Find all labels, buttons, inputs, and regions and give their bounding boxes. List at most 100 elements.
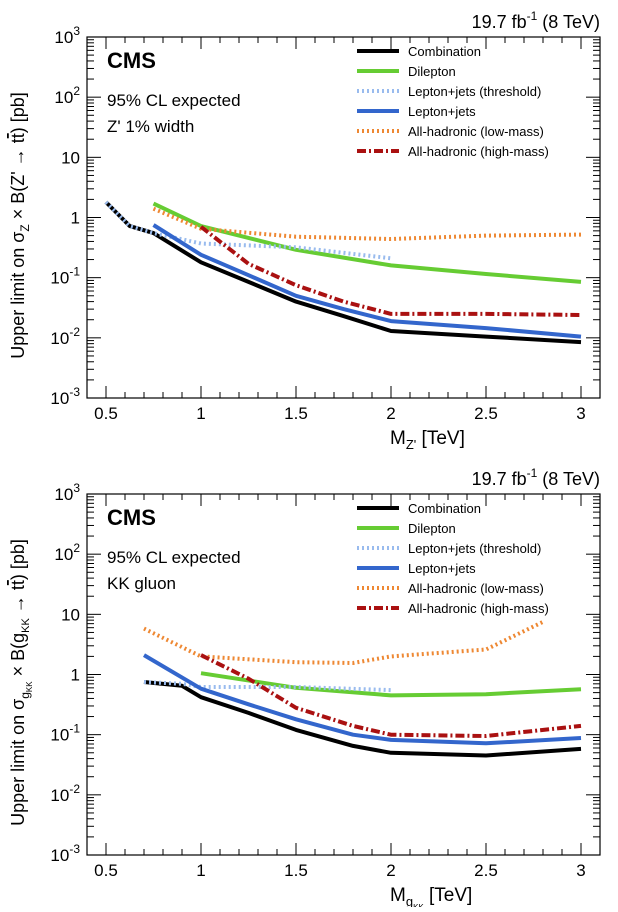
lumi-exponent: -1 [527, 9, 538, 23]
y-tick-exponent: 3 [73, 24, 80, 38]
x-axis-subsubscript: KK [413, 903, 424, 907]
series-line-all-hadronic-low-mass- [152, 206, 582, 241]
y-tick-base: 10 [50, 389, 69, 408]
y-tick-label: 10-2 [50, 782, 80, 805]
experiment-label: CMS [107, 505, 156, 530]
legend-label: Lepton+jets (threshold) [408, 84, 541, 99]
series-line-combination [143, 680, 582, 758]
upper-panel-zprime: 0.5 1 1.5 2 2.5 310-310-210-1110102103Combina… [8, 9, 601, 452]
legend-label: All-hadronic (low-mass) [408, 581, 544, 596]
x-tick-label: 0.5 [94, 404, 118, 423]
y-axis-subscript: KK [20, 618, 32, 633]
y-tick-label: 10-3 [50, 385, 80, 408]
x-axis-symbol: M [390, 428, 406, 449]
x-tick-label: 2 [386, 404, 395, 423]
y-axis-text: × B(Z' → t [8, 138, 28, 224]
y-tick-exponent: -1 [69, 265, 80, 279]
x-tick-label: 2.5 [474, 861, 498, 880]
y-tick-base: 1 [71, 209, 80, 228]
y-tick-exponent: -2 [69, 782, 80, 796]
x-axis-unit: [TeV] [424, 885, 473, 906]
legend-label: All-hadronic (high-mass) [408, 601, 549, 616]
y-tick-label: 10 [61, 605, 80, 624]
x-tick-label: 3 [576, 404, 585, 423]
series-line-dilepton [152, 201, 582, 284]
x-axis-subscript: g [406, 894, 413, 907]
series-line-combination [104, 200, 582, 345]
y-axis-tbar: t [8, 133, 28, 138]
legend-label: Lepton+jets (threshold) [408, 541, 541, 556]
x-axis-symbol: M [390, 885, 406, 906]
y-tick-label: 103 [54, 24, 80, 47]
lumi-value: 19.7 fb [472, 12, 527, 32]
y-tick-label: 10-3 [50, 842, 80, 865]
y-axis-text: Upper limit on σ [8, 232, 28, 359]
legend-label: Lepton+jets [408, 561, 476, 576]
x-axis-unit: [TeV] [416, 428, 465, 449]
series-line-dilepton [200, 671, 582, 698]
y-tick-base: 10 [61, 148, 80, 167]
legend-label: Dilepton [408, 64, 456, 79]
lower-panel-kk-gluon: 0.5 1 1.5 2 2.5 310-310-210-1110102103Combina… [8, 466, 601, 912]
lumi-label: 19.7 fb-1 (8 TeV) [472, 9, 600, 32]
y-axis-text: Upper limit on σ [8, 699, 28, 826]
y-axis-text: × B(g [8, 633, 28, 682]
lumi-label: 19.7 fb-1 (8 TeV) [472, 466, 600, 489]
y-axis-title: Upper limit on σZ × B(Z' → tt) [pb] [8, 92, 32, 359]
y-tick-base: 10 [50, 846, 69, 865]
x-axis-subscript: Z' [406, 437, 416, 452]
legend-label: Combination [408, 44, 481, 59]
legend-label: Combination [408, 501, 481, 516]
y-tick-label: 1 [71, 209, 80, 228]
series-group [142, 620, 582, 758]
y-tick-label: 10 [61, 148, 80, 167]
lumi-value: 19.7 fb [472, 469, 527, 489]
y-tick-label: 102 [54, 541, 80, 564]
y-tick-base: 10 [61, 605, 80, 624]
y-tick-exponent: -3 [69, 842, 80, 856]
x-tick-label: 1.5 [284, 861, 308, 880]
y-tick-base: 10 [54, 88, 73, 107]
info-text: Z' 1% width [107, 117, 194, 136]
series-line-lepton-jets [152, 223, 582, 339]
series-line-all-hadronic-high-mass- [200, 653, 582, 738]
y-tick-exponent: -2 [69, 325, 80, 339]
experiment-label: CMS [107, 48, 156, 73]
series-line-all-hadronic-high-mass- [199, 225, 582, 317]
y-tick-base: 10 [50, 329, 69, 348]
series-group [104, 200, 582, 345]
legend-label: All-hadronic (low-mass) [408, 124, 544, 139]
y-tick-label: 10-2 [50, 325, 80, 348]
y-tick-base: 10 [50, 786, 69, 805]
x-tick-label: 2 [386, 861, 395, 880]
y-tick-label: 10-1 [50, 265, 80, 288]
y-axis-tbar: t [8, 580, 28, 585]
x-tick-label: 0.5 [94, 861, 118, 880]
y-tick-base: 10 [50, 726, 69, 745]
x-tick-label: 1 [196, 861, 205, 880]
y-axis-text: → t [8, 585, 28, 618]
lumi-energy: (8 TeV) [537, 12, 600, 32]
lumi-energy: (8 TeV) [537, 469, 600, 489]
y-axis-title: Upper limit on σgKK × B(gKK → tt) [pb] [8, 539, 34, 826]
y-axis-text: ) [pb] [8, 92, 28, 133]
y-axis-text: ) [pb] [8, 539, 28, 580]
x-axis-title: MZ' [TeV] [390, 428, 465, 452]
info-text: 95% CL expected [107, 548, 241, 567]
info-text: 95% CL expected [107, 91, 241, 110]
x-tick-label: 2.5 [474, 404, 498, 423]
legend-label: All-hadronic (high-mass) [408, 144, 549, 159]
y-axis-subscript: Z [18, 224, 32, 231]
y-axis-subsubscript: KK [25, 681, 34, 692]
x-tick-label: 3 [576, 861, 585, 880]
y-tick-label: 103 [54, 481, 80, 504]
y-axis-subscript: g [18, 692, 32, 699]
series-line-all-hadronic-low-mass- [143, 620, 544, 665]
y-tick-exponent: 2 [73, 541, 80, 555]
info-text: KK gluon [107, 574, 176, 593]
y-tick-label: 10-1 [50, 722, 80, 745]
y-tick-exponent: -3 [69, 385, 80, 399]
y-tick-exponent: 3 [73, 481, 80, 495]
y-tick-label: 102 [54, 84, 80, 107]
